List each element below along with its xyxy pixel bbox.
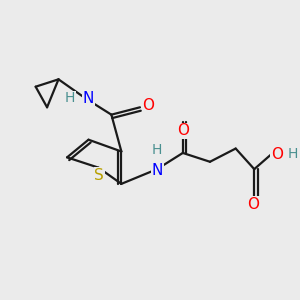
Text: O: O	[247, 197, 259, 212]
Text: H: H	[288, 147, 298, 161]
Text: H: H	[65, 92, 75, 106]
Text: H: H	[152, 143, 162, 157]
Text: S: S	[94, 167, 104, 182]
Text: O: O	[271, 147, 283, 162]
Text: O: O	[142, 98, 154, 113]
Text: N: N	[152, 163, 163, 178]
Text: N: N	[83, 91, 94, 106]
Text: O: O	[177, 123, 189, 138]
